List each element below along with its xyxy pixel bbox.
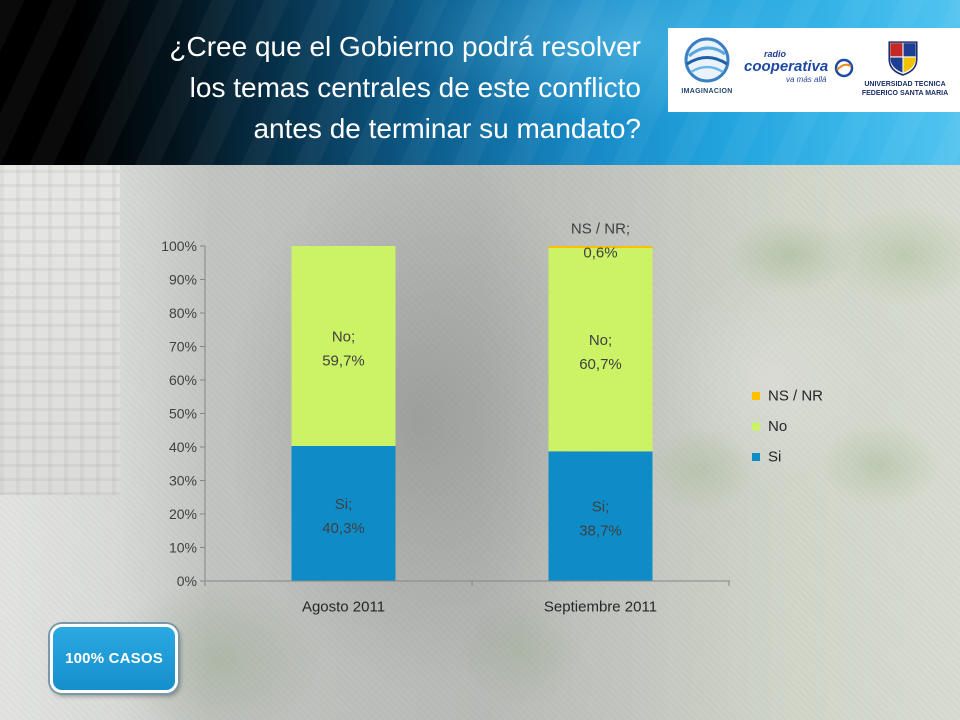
y-tick-label: 100%: [161, 238, 197, 254]
legend: NS / NR No Si: [752, 388, 823, 466]
legend-swatch-si: [752, 453, 760, 461]
cooperativa-prefix: radio: [764, 49, 787, 59]
utfsm-wordmark-line-1: UNIVERSIDAD TECNICA: [864, 81, 946, 88]
y-tick-label: 70%: [169, 339, 197, 355]
imaginacion-wordmark: IMAGINACION: [681, 88, 733, 95]
y-tick-label: 60%: [169, 372, 197, 388]
axes: Agosto 2011 Septiembre 2011 0% 10% 20% 30% 40%…: [161, 238, 730, 616]
header-band: ¿Cree que el Gobierno podrá resolver los…: [0, 0, 960, 165]
data-label-no-agosto-2011: 59,7%: [322, 352, 365, 369]
legend-label-ns-nr: NS / NR: [768, 388, 823, 405]
cooperativa-globe-icon: [834, 58, 854, 78]
y-tick-label: 90%: [169, 272, 197, 288]
y-tick-label: 80%: [169, 305, 197, 321]
question-title-line-1: ¿Cree que el Gobierno podrá resolver: [169, 31, 641, 62]
bar-si-agosto-2011: [291, 445, 396, 581]
utfsm-wordmark-line-2: FEDERICO SANTA MARIA: [861, 90, 949, 97]
data-label-no-septiembre-2011: 60,7%: [579, 356, 622, 373]
utfsm-wordmark: UNIVERSIDAD TECNICA FEDERICO SANTA MARIA: [852, 80, 958, 98]
cooperativa-tagline: va más allá: [786, 75, 827, 84]
data-label-no-agosto-2011: No;: [332, 328, 355, 345]
data-label-no-septiembre-2011: No;: [589, 332, 612, 349]
bar-segments: [291, 246, 653, 581]
bar-no-agosto-2011: [291, 246, 396, 446]
legend-swatch-ns-nr: [752, 392, 760, 400]
cooperativa-wordmark: cooperativa: [744, 58, 829, 75]
legend-label-si: Si: [768, 449, 781, 466]
question-title: ¿Cree que el Gobierno podrá resolver los…: [61, 26, 641, 149]
bar-ns-nr-septiembre-2011: [548, 246, 653, 249]
imaginacion-globe-icon: [684, 37, 730, 83]
question-title-line-2: los temas centrales de este conflicto: [189, 72, 641, 103]
data-labels: Si; 40,3% No; 59,7% Si; 38,7% No; 60,7% NS / NR;…: [322, 221, 630, 540]
data-label-si-septiembre-2011: Si;: [592, 499, 610, 516]
data-label-si-agosto-2011: 40,3%: [322, 520, 365, 537]
utfsm-crest-icon: [888, 41, 918, 76]
data-label-si-septiembre-2011: 38,7%: [579, 523, 622, 540]
data-label-si-agosto-2011: Si;: [335, 496, 353, 513]
sample-size-badge-label: 100% CASOS: [65, 650, 163, 667]
y-tick-label: 40%: [169, 439, 197, 455]
x-tick-label: Septiembre 2011: [544, 599, 657, 616]
y-tick-label: 20%: [169, 506, 197, 522]
y-tick-label: 30%: [169, 473, 197, 489]
legend-label-no: No: [768, 418, 787, 435]
bar-no-septiembre-2011: [548, 248, 653, 452]
legend-swatch-no: [752, 422, 760, 431]
y-tick-label: 10%: [169, 540, 197, 556]
logo-strip: IMAGINACION radio cooperativa va más all…: [668, 28, 960, 112]
data-label-ns-nr-septiembre-2011: NS / NR;: [571, 221, 630, 238]
question-title-line-3: antes de terminar su mandato?: [253, 113, 641, 144]
sample-size-badge: 100% CASOS: [50, 624, 178, 693]
y-tick-label: 0%: [177, 573, 197, 589]
bar-si-septiembre-2011: [548, 451, 653, 581]
data-label-ns-nr-septiembre-2011: 0,6%: [583, 245, 617, 262]
x-tick-label: Agosto 2011: [302, 599, 385, 616]
y-tick-label: 50%: [169, 406, 197, 422]
background-buildings: [0, 165, 120, 495]
